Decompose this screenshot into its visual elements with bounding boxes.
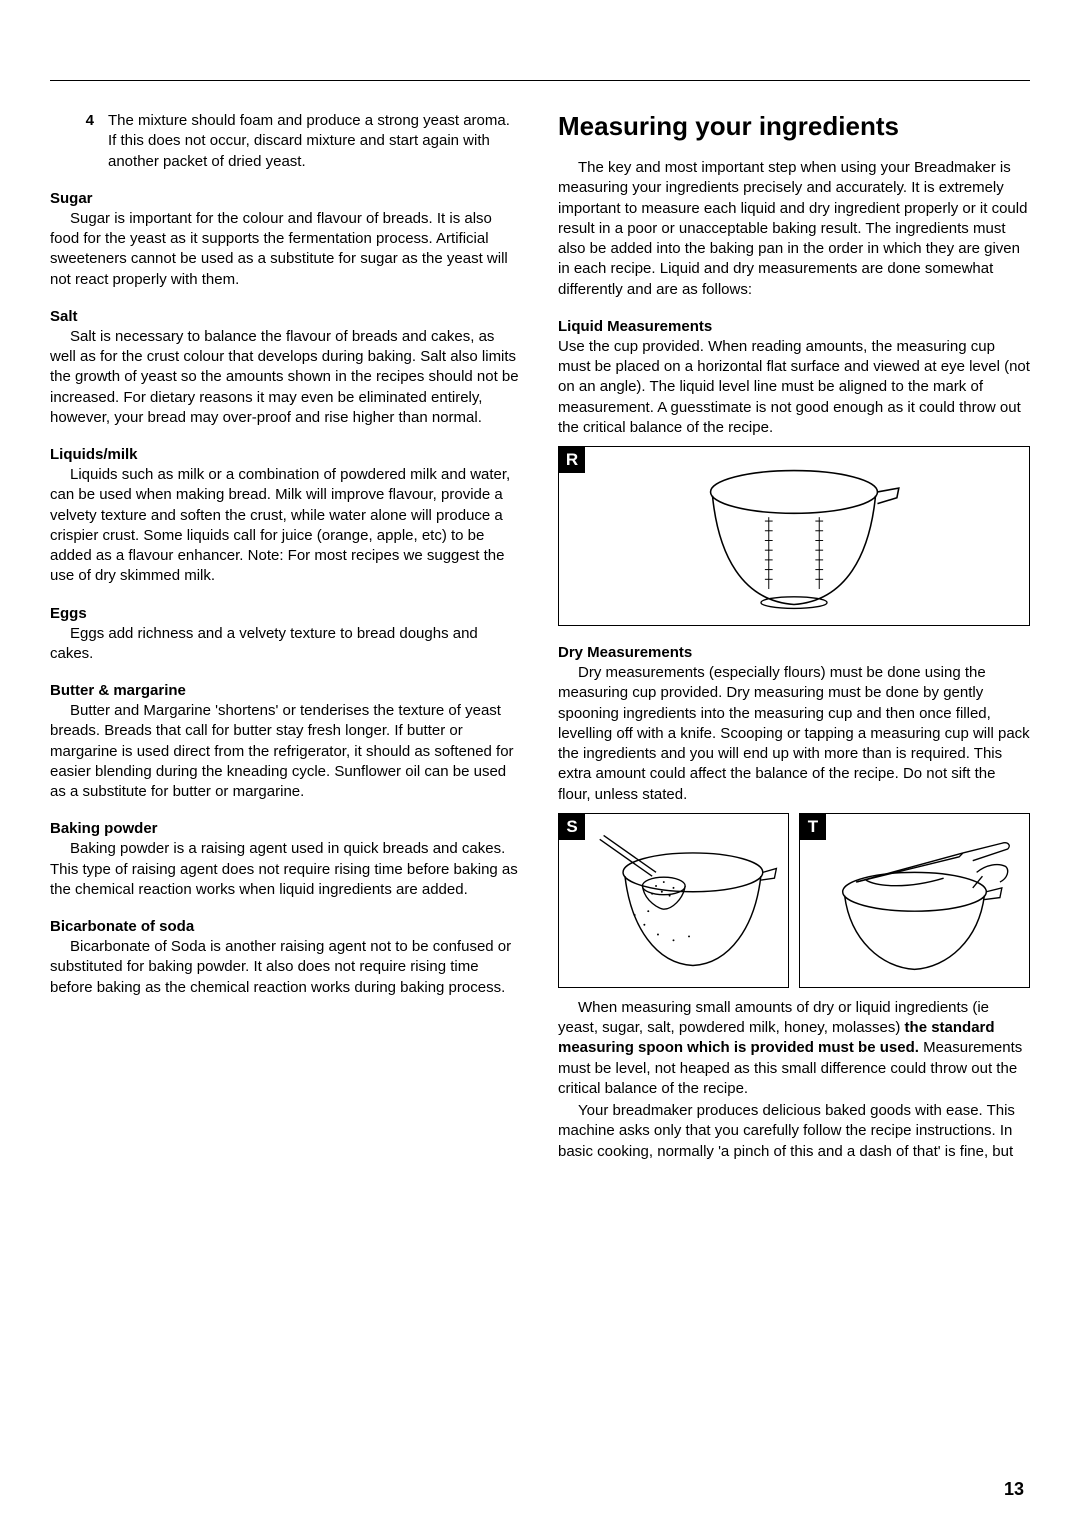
- liquid-meas-body: Use the cup provided. When reading amoun…: [558, 337, 1030, 438]
- measuring-cup-icon: [629, 457, 959, 622]
- bicarb-body: Bicarbonate of Soda is another raising a…: [50, 937, 522, 998]
- left-column: 4 The mixture should foam and produce a …: [50, 111, 522, 1162]
- sugar-body: Sugar is important for the colour and fl…: [50, 209, 522, 290]
- liquids-body: Liquids such as milk or a combination of…: [50, 465, 522, 587]
- dry-meas-body: Dry measurements (especially flours) mus…: [558, 663, 1030, 805]
- sugar-head: Sugar: [50, 190, 522, 207]
- ease-paragraph: Your breadmaker produces delicious baked…: [558, 1101, 1030, 1162]
- step-text: The mixture should foam and produce a st…: [108, 111, 522, 172]
- step-number: 4: [80, 111, 94, 172]
- page-number: 13: [1004, 1479, 1024, 1500]
- figure-row-st: S: [558, 813, 1030, 988]
- section-heading: Measuring your ingredients: [558, 111, 1030, 142]
- salt-head: Salt: [50, 308, 522, 325]
- butter-head: Butter & margarine: [50, 682, 522, 699]
- right-column: Measuring your ingredients The key and m…: [558, 111, 1030, 1162]
- bicarb-head: Bicarbonate of soda: [50, 918, 522, 935]
- manual-page: 4 The mixture should foam and produce a …: [0, 0, 1080, 1528]
- baking-head: Baking powder: [50, 820, 522, 837]
- intro-paragraph: The key and most important step when usi…: [558, 158, 1030, 300]
- butter-body: Butter and Margarine 'shortens' or tende…: [50, 701, 522, 802]
- eggs-head: Eggs: [50, 605, 522, 622]
- figure-s: S: [558, 813, 789, 988]
- step-4: 4 The mixture should foam and produce a …: [80, 111, 522, 172]
- top-rule: [50, 80, 1030, 81]
- figure-r: R: [558, 446, 1030, 626]
- spoon-cup-icon: [563, 818, 784, 983]
- liquid-meas-head: Liquid Measurements: [558, 318, 1030, 335]
- salt-body: Salt is necessary to balance the flavour…: [50, 327, 522, 428]
- figure-r-tag: R: [559, 447, 585, 473]
- two-column-layout: 4 The mixture should foam and produce a …: [50, 111, 1030, 1162]
- figure-row-r: R: [558, 446, 1030, 626]
- dry-meas-head: Dry Measurements: [558, 644, 1030, 661]
- liquids-head: Liquids/milk: [50, 446, 522, 463]
- knife-level-icon: [804, 818, 1025, 983]
- baking-body: Baking powder is a raising agent used in…: [50, 839, 522, 900]
- figure-t: T: [799, 813, 1030, 988]
- eggs-body: Eggs add richness and a velvety texture …: [50, 624, 522, 665]
- small-measure-para: When measuring small amounts of dry or l…: [558, 998, 1030, 1099]
